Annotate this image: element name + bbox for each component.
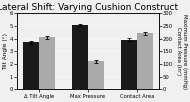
Title: Lateral Shift: Varying Cushion Construct: Lateral Shift: Varying Cushion Construct xyxy=(0,3,179,12)
Bar xyxy=(23,42,39,89)
Bar xyxy=(88,61,104,89)
Y-axis label: Tilt Angle (°): Tilt Angle (°) xyxy=(3,33,9,70)
Bar xyxy=(121,40,137,89)
Bar xyxy=(137,33,153,89)
Y-axis label: Maximum Pressure (mmHg)
Contact Area (in²): Maximum Pressure (mmHg) Contact Area (in… xyxy=(176,14,187,89)
Bar xyxy=(39,37,55,89)
Bar xyxy=(72,25,88,89)
